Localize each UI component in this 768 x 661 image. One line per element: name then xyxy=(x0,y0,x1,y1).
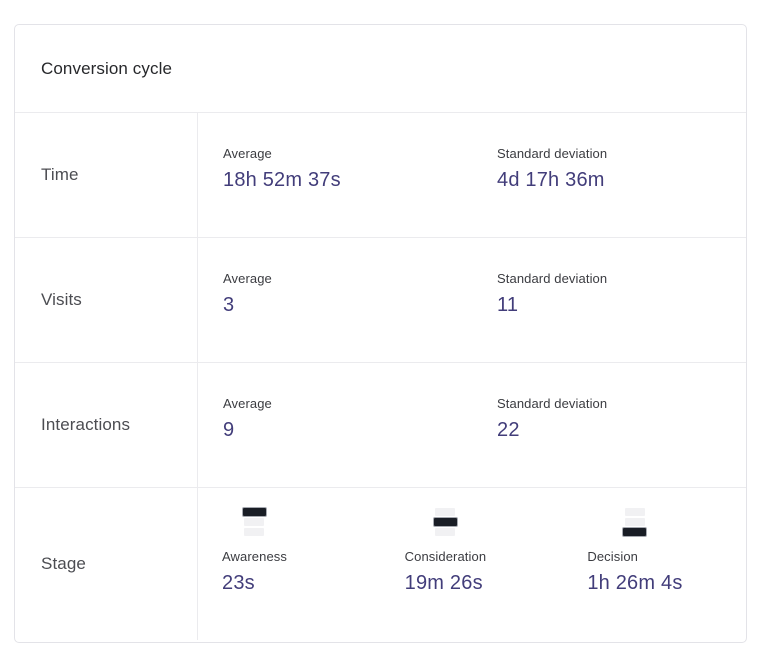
row-label-cell: Interactions xyxy=(15,363,198,487)
metric-label: Standard deviation xyxy=(497,271,608,286)
metric-cell-std-dev: Standard deviation 4d 17h 36m xyxy=(472,113,746,237)
stage-value: 23s xyxy=(222,572,255,594)
metric-value: 11 xyxy=(497,294,519,316)
metric-value: 22 xyxy=(497,419,520,441)
conversion-cycle-card: Conversion cycle Time Average 18h 52m 37… xyxy=(14,24,747,643)
row-label-cell: Time xyxy=(15,113,198,237)
row-content: Awareness 23s Consideration 19m 26s xyxy=(198,488,746,640)
funnel-bar-middle xyxy=(244,518,265,526)
funnel-bar-bottom xyxy=(435,528,456,536)
metric-label: Standard deviation xyxy=(497,146,608,161)
row-content: Average 9 Standard deviation 22 xyxy=(198,363,746,487)
stage-label: Consideration xyxy=(404,549,487,564)
funnel-bar-bottom xyxy=(244,528,265,536)
table-row-stage: Stage Awareness 23s xyxy=(15,488,746,640)
metric-cell-std-dev: Standard deviation 11 xyxy=(472,238,746,362)
stage-cell-decision: Decision 1h 26m 4s xyxy=(563,488,746,640)
row-content: Average 3 Standard deviation 11 xyxy=(198,238,746,362)
funnel-bar-middle xyxy=(624,518,645,526)
metric-label: Average xyxy=(223,146,272,161)
funnel-bar-bottom xyxy=(623,528,647,536)
table-row-interactions: Interactions Average 9 Standard deviatio… xyxy=(15,363,746,488)
row-label: Interactions xyxy=(41,415,131,434)
metric-cell-average: Average 3 xyxy=(198,238,472,362)
metric-value: 4d 17h 36m xyxy=(497,169,605,191)
metric-label: Average xyxy=(223,271,272,286)
row-label: Visits xyxy=(41,290,82,309)
table-row-visits: Visits Average 3 Standard deviation 11 xyxy=(15,238,746,363)
stage-block: Awareness 23s xyxy=(222,508,287,595)
row-label: Stage xyxy=(41,554,86,573)
funnel-bottom-active-icon xyxy=(623,508,647,538)
row-label: Time xyxy=(41,165,79,184)
card-header: Conversion cycle xyxy=(15,25,746,113)
metric-cell-std-dev: Standard deviation 22 xyxy=(472,363,746,487)
funnel-middle-active-icon xyxy=(433,508,457,538)
metric-label: Average xyxy=(223,396,272,411)
stage-value: 19m 26s xyxy=(404,572,483,594)
stage-cell-awareness: Awareness 23s xyxy=(198,488,381,640)
metric-value: 18h 52m 37s xyxy=(223,169,341,191)
row-label-cell: Visits xyxy=(15,238,198,362)
metric-value: 9 xyxy=(223,419,235,441)
stage-label: Decision xyxy=(587,549,638,564)
metric-value: 3 xyxy=(223,294,235,316)
stage-block: Consideration 19m 26s xyxy=(405,508,487,595)
funnel-bar-top xyxy=(435,508,456,516)
row-content: Average 18h 52m 37s Standard deviation 4… xyxy=(198,113,746,237)
stage-value: 1h 26m 4s xyxy=(587,572,683,594)
card-title: Conversion cycle xyxy=(41,58,173,78)
metric-cell-average: Average 9 xyxy=(198,363,472,487)
funnel-bar-top xyxy=(624,508,645,516)
row-label-cell: Stage xyxy=(15,488,198,640)
funnel-top-active-icon xyxy=(242,508,266,538)
stage-cell-consideration: Consideration 19m 26s xyxy=(381,488,564,640)
metric-cell-average: Average 18h 52m 37s xyxy=(198,113,472,237)
table-row-time: Time Average 18h 52m 37s Standard deviat… xyxy=(15,113,746,238)
funnel-bar-top xyxy=(242,508,266,516)
funnel-bar-middle xyxy=(433,518,457,526)
stage-block: Decision 1h 26m 4s xyxy=(587,508,682,595)
stage-label: Awareness xyxy=(222,549,287,564)
metric-label: Standard deviation xyxy=(497,396,608,411)
